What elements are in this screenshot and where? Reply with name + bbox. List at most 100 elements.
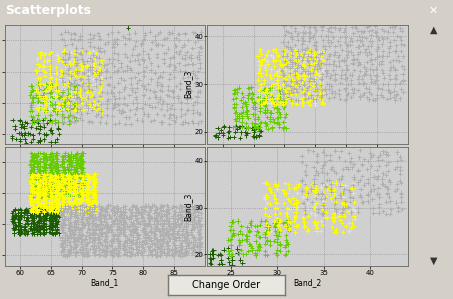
Point (377, 92, 385, 97)
Point (311, 57, 318, 61)
Point (115, 250, 122, 255)
Point (354, 168, 361, 173)
Point (47, 90, 54, 94)
Point (45, 204, 53, 209)
Point (288, 53, 295, 57)
Point (391, 24, 399, 29)
Point (66, 168, 73, 173)
Point (184, 108, 192, 112)
Point (183, 229, 190, 234)
Point (73, 190, 80, 195)
Point (244, 225, 251, 229)
Point (90, 176, 97, 181)
Point (47, 223, 54, 228)
Point (86, 225, 93, 230)
Point (51, 169, 58, 174)
Point (47, 139, 54, 144)
Point (71, 168, 78, 173)
Point (288, 31, 295, 36)
Point (77, 234, 84, 239)
Point (58, 175, 65, 180)
Point (67, 191, 74, 196)
Point (36, 192, 43, 197)
Point (171, 242, 178, 247)
Point (35, 163, 42, 168)
Point (84, 179, 91, 184)
Point (164, 221, 171, 225)
Point (109, 232, 116, 237)
Point (119, 230, 126, 235)
Point (80, 208, 87, 212)
Point (246, 220, 254, 225)
Point (90, 172, 97, 177)
Point (73, 236, 80, 241)
Point (97, 75, 104, 80)
Point (34, 189, 41, 194)
Point (123, 252, 130, 257)
Point (102, 68, 109, 73)
Point (311, 181, 318, 186)
Point (76, 37, 83, 42)
Point (47, 190, 54, 194)
Point (90, 247, 97, 251)
Point (255, 92, 262, 97)
X-axis label: Band_2: Band_2 (294, 278, 322, 287)
Point (132, 227, 140, 231)
Point (64, 242, 71, 247)
Point (60, 186, 67, 191)
Point (45, 186, 53, 191)
Point (125, 248, 132, 253)
Point (49, 95, 56, 100)
Point (301, 220, 308, 225)
Point (362, 85, 369, 90)
Point (62, 240, 69, 245)
Point (313, 28, 320, 33)
Point (276, 88, 283, 92)
Point (46, 182, 53, 187)
Point (301, 30, 308, 35)
Point (188, 230, 195, 235)
Point (85, 214, 92, 219)
Point (126, 253, 134, 258)
Point (326, 54, 333, 58)
Point (245, 249, 252, 254)
Point (328, 83, 335, 88)
Point (34, 119, 42, 124)
Point (301, 91, 308, 96)
Point (59, 96, 66, 101)
Point (69, 113, 77, 118)
Point (187, 89, 194, 94)
Point (392, 58, 400, 62)
Point (67, 191, 74, 196)
Point (41, 194, 48, 199)
Point (115, 234, 122, 239)
Point (386, 67, 393, 72)
Point (115, 225, 122, 230)
Point (322, 47, 329, 52)
Point (163, 230, 170, 235)
Point (94, 241, 101, 246)
Point (317, 219, 324, 224)
Point (396, 59, 403, 63)
Point (58, 102, 66, 107)
Point (82, 209, 90, 214)
Point (343, 93, 351, 97)
Point (61, 194, 68, 199)
Point (97, 231, 104, 236)
Point (279, 103, 286, 107)
Point (280, 95, 287, 100)
Point (166, 232, 173, 237)
Point (267, 242, 274, 247)
Point (39, 169, 46, 174)
Point (64, 193, 71, 197)
Point (48, 172, 55, 177)
Point (158, 232, 165, 237)
Point (124, 250, 131, 254)
Point (117, 211, 124, 216)
Point (164, 252, 171, 257)
Point (133, 237, 140, 242)
Point (151, 225, 159, 230)
Point (251, 121, 259, 126)
Point (78, 178, 86, 183)
Point (310, 49, 317, 54)
